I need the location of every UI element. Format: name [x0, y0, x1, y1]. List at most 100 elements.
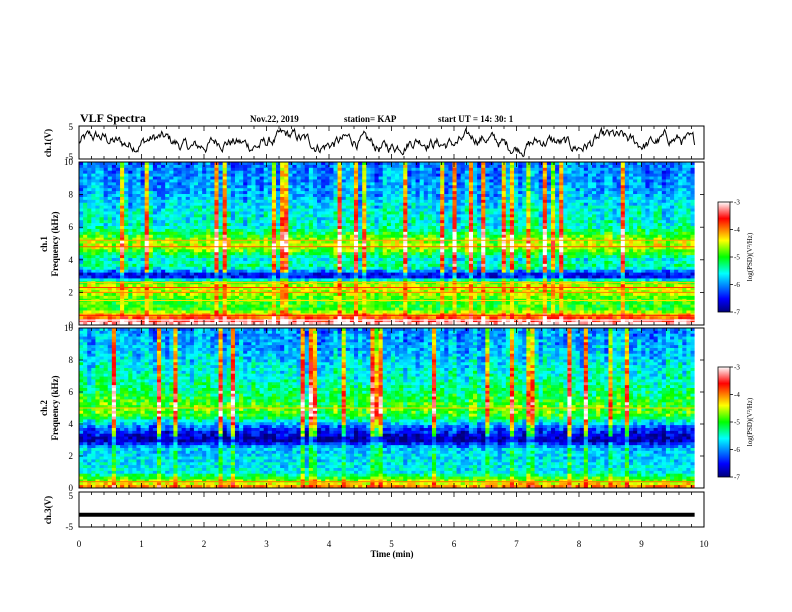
spectrogram-cell: [415, 167, 421, 172]
spectrogram-cell: [686, 185, 691, 189]
spectrogram-cell: [448, 199, 453, 204]
spectrogram-cell: [518, 205, 523, 209]
spectrogram-cell: [427, 176, 433, 180]
spectrogram-cell: [670, 237, 675, 241]
spectrogram-cell: [497, 226, 503, 230]
spectrogram-cell: [374, 208, 379, 212]
spectrogram-cell: [317, 194, 322, 198]
spectrogram-cell: [280, 226, 285, 230]
spectrogram-cell: [637, 162, 642, 166]
spectrogram-cell: [542, 179, 548, 183]
spectrogram-cell: [649, 223, 654, 227]
spectrogram-cell: [280, 194, 285, 198]
spectrogram-cell: [247, 194, 252, 198]
spectrogram-cell: [239, 196, 244, 201]
spectrogram-cell: [276, 243, 281, 247]
spectrogram-cell: [333, 226, 338, 230]
spectrogram-cell: [390, 226, 396, 230]
spectrogram-cell: [210, 185, 215, 189]
spectrogram-cell: [481, 179, 486, 183]
spectrogram-cell: [173, 246, 178, 250]
spectrogram-cell: [181, 208, 187, 212]
spectrogram-cell: [436, 234, 441, 239]
spectrogram-cell: [473, 205, 478, 209]
spectrogram-cell: [337, 185, 343, 189]
spectrogram-cell: [292, 211, 297, 215]
spectrogram-cell: [152, 176, 158, 180]
spectrogram-cell: [686, 228, 691, 233]
spectrogram-cell: [682, 176, 687, 180]
spectrogram-cell: [505, 220, 511, 224]
spectrogram-cell: [612, 164, 618, 169]
spectrogram-cell: [399, 196, 404, 201]
spectrogram-cell: [362, 231, 367, 236]
spectrogram-cell: [493, 173, 499, 177]
spectrogram-cell: [419, 234, 425, 239]
spectrogram-cell: [202, 246, 207, 250]
spectrogram-cell: [464, 182, 470, 186]
spectrogram-cell: [325, 182, 330, 186]
spectrogram-cell: [308, 255, 314, 259]
spectrogram-cell: [189, 243, 195, 247]
spectrogram-cell: [300, 252, 306, 256]
spectrogram-cell: [230, 240, 236, 244]
spectrogram-cell: [292, 226, 297, 230]
spectrogram-cell: [489, 217, 494, 221]
spectrogram-cell: [214, 191, 219, 195]
spectrogram-cell: [661, 185, 667, 189]
spectrogram-cell: [456, 223, 462, 227]
spectrogram-cell: [628, 231, 634, 236]
spectrogram-cell: [189, 162, 195, 166]
spectrogram-cell: [362, 167, 367, 172]
spectrogram-cell: [271, 173, 277, 177]
spectrogram-cell: [612, 231, 618, 236]
spectrogram-cell: [259, 179, 265, 183]
spectrogram-cell: [124, 176, 129, 180]
spectrogram-cell: [386, 237, 392, 241]
spectrogram-cell: [427, 217, 433, 221]
spectrogram-cell: [185, 205, 191, 209]
spectrogram-cell: [79, 176, 84, 180]
spectrogram-cell: [156, 223, 162, 227]
spectrogram-cell: [678, 252, 683, 256]
spectrogram-cell: [345, 199, 351, 204]
spectrogram-cell: [596, 176, 601, 180]
spectrogram-cell: [678, 170, 683, 175]
spectrogram-cell: [473, 191, 478, 195]
spectrogram-cell: [460, 249, 466, 253]
spectrogram-cell: [91, 162, 96, 166]
spectrogram-cell: [115, 231, 121, 236]
spectrogram-cell: [448, 211, 453, 215]
spectrogram-cell: [321, 162, 326, 166]
spectrogram-cell: [128, 194, 133, 198]
spectrogram-cell: [214, 223, 219, 227]
spectrogram-cell: [526, 167, 531, 172]
spectrogram-cell: [198, 237, 203, 241]
ch1-waveform-line: [78, 126, 696, 158]
spectrogram-cell: [505, 226, 511, 230]
spectrogram-cell: [111, 255, 117, 259]
spectrogram-cell: [530, 188, 535, 192]
spectrogram-cell: [83, 223, 88, 227]
spectrogram-cell: [546, 202, 552, 207]
spectrogram-cell: [563, 205, 568, 209]
spectrogram-cell: [661, 249, 667, 253]
spectrogram-cell: [214, 164, 219, 169]
spectrogram-cell: [206, 240, 211, 244]
spectrogram-cell: [177, 182, 182, 186]
spectrogram-cell: [91, 194, 96, 198]
spectrogram-cell: [403, 188, 408, 192]
spectrogram-cell: [415, 164, 421, 169]
spectrogram-cell: [587, 228, 593, 233]
spectrogram-cell: [193, 167, 199, 172]
spectrogram-cell: [115, 217, 121, 221]
spectrogram-cell: [390, 173, 396, 177]
spectrogram-cell: [444, 211, 449, 215]
spectrogram-cell: [161, 182, 166, 186]
spectrogram-cell: [107, 176, 113, 180]
spectrogram-cell: [546, 167, 552, 172]
spectrogram-cell: [596, 240, 601, 244]
spectrogram-cell: [169, 220, 174, 224]
spectrogram-cell: [276, 170, 281, 175]
spectrogram-cell: [325, 179, 330, 183]
